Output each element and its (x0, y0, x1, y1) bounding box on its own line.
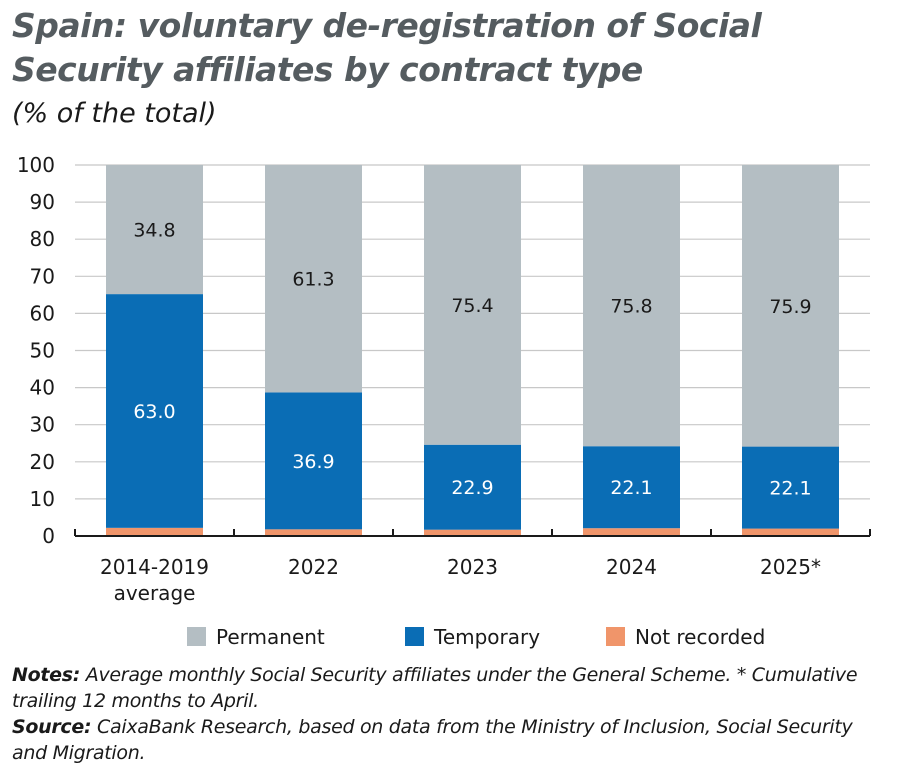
bar-temporary (424, 444, 521, 530)
bar-not-recorded (742, 528, 839, 536)
x-tick-label: 2022 (288, 555, 339, 579)
y-tick-label: 80 (30, 227, 55, 251)
x-tick-label: 2014-2019 (100, 555, 209, 579)
bar-temporary (742, 446, 839, 529)
data-label: 22.1 (610, 477, 652, 499)
data-label: 75.8 (610, 296, 652, 318)
chart-plot: 0 10 20 30 40 50 60 70 80 90 100 63.0 34.8 2014-2019a… (17, 153, 871, 649)
notes-label: Notes: (12, 664, 81, 686)
legend-label: Temporary (433, 625, 540, 649)
y-tick-label: 100 (17, 153, 55, 177)
bar-permanent (265, 165, 362, 393)
y-tick-label: 0 (42, 524, 55, 548)
source-text: CaixaBank Research, based on data from t… (12, 716, 853, 764)
y-tick-label: 50 (30, 339, 55, 363)
bar-temporary (265, 392, 362, 530)
y-tick-label: 20 (30, 450, 55, 474)
x-tick-label: 2024 (606, 555, 657, 579)
bar-permanent (106, 165, 203, 295)
data-label: 75.4 (451, 295, 493, 317)
data-label: 22.1 (769, 478, 811, 500)
source-label: Source: (12, 716, 92, 738)
bar-temporary (583, 446, 680, 529)
data-label: 36.9 (292, 451, 334, 473)
data-label: 75.9 (769, 296, 811, 318)
bar-not-recorded (424, 529, 521, 536)
bar-permanent (583, 165, 680, 447)
notes-block: Notes: Average monthly Social Security a… (12, 662, 892, 766)
chart-title: Spain: voluntary de-registration of Soci… (12, 6, 762, 89)
y-tick-label: 60 (30, 301, 55, 325)
data-label: 22.9 (451, 477, 493, 499)
bar-temporary (106, 294, 203, 528)
y-tick-label: 90 (30, 190, 55, 214)
notes-text: Average monthly Social Security affiliat… (12, 664, 858, 712)
y-tick-label: 30 (30, 413, 55, 437)
bar-not-recorded (265, 529, 362, 536)
x-tick-label: 2025* (760, 555, 821, 579)
bar-not-recorded (583, 528, 680, 536)
legend-label: Not recorded (635, 625, 765, 649)
chart-subtitle: (% of the total) (12, 98, 217, 129)
data-label: 61.3 (292, 269, 334, 291)
y-tick-label: 10 (30, 487, 55, 511)
bar-permanent (742, 165, 839, 447)
x-tick-label: 2023 (447, 555, 498, 579)
y-tick-label: 40 (30, 376, 55, 400)
legend-swatch (187, 627, 206, 646)
data-label: 34.8 (133, 220, 175, 242)
legend-swatch (405, 627, 424, 646)
data-label: 63.0 (133, 401, 175, 423)
x-tick-label: average (114, 581, 196, 605)
bar-permanent (424, 165, 521, 445)
y-tick-label: 70 (30, 264, 55, 288)
legend-label: Permanent (216, 625, 325, 649)
legend-swatch (606, 627, 625, 646)
bar-not-recorded (106, 527, 203, 536)
